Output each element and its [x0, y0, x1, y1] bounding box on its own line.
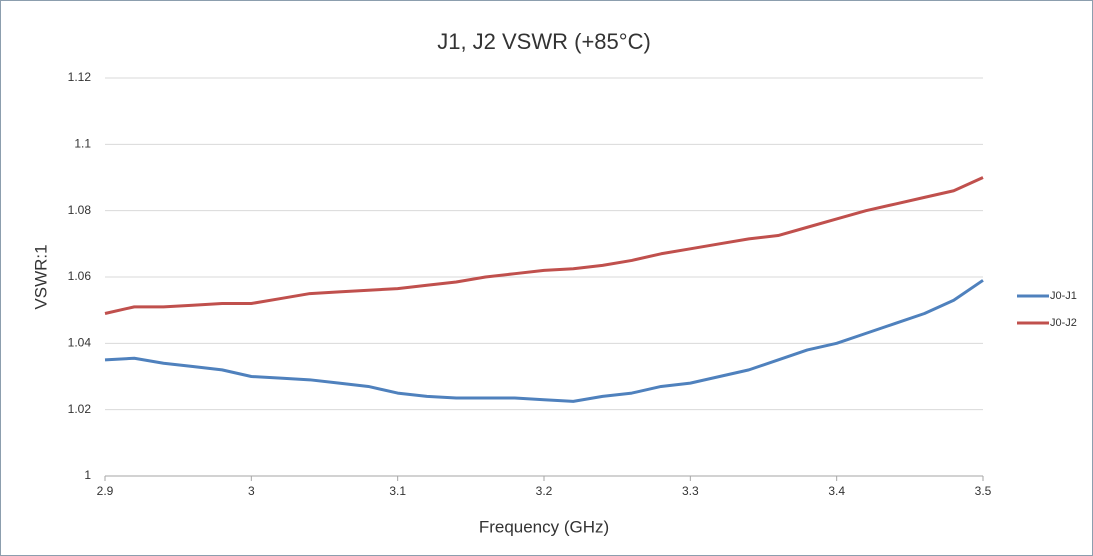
x-tick-label: 2.9	[97, 484, 114, 498]
y-tick-label: 1.06	[68, 269, 92, 283]
y-tick-label: 1	[84, 468, 91, 482]
y-tick-label: 1.12	[68, 70, 92, 84]
y-tick-label: 1.08	[68, 203, 92, 217]
y-tick-label: 1.04	[68, 336, 92, 350]
y-tick-label: 1.1	[74, 137, 91, 151]
y-tick-label: 1.02	[68, 402, 92, 416]
line-series	[104, 279, 984, 403]
x-axis-label: Frequency (GHz)	[479, 517, 609, 536]
x-tick-label: 3.2	[536, 484, 553, 498]
x-tick-label: 3.4	[828, 484, 845, 498]
line-series	[104, 176, 984, 315]
chart-title: J1, J2 VSWR (+85°C)	[437, 29, 651, 54]
y-axis-label: VSWR:1	[31, 244, 50, 309]
legend-label: J0-J2	[1050, 317, 1077, 329]
x-tick-label: 3.5	[975, 484, 992, 498]
x-tick-label: 3.1	[389, 484, 406, 498]
x-tick-label: 3.3	[682, 484, 699, 498]
x-tick-label: 3	[248, 484, 255, 498]
legend-label: J0-J1	[1050, 290, 1077, 302]
